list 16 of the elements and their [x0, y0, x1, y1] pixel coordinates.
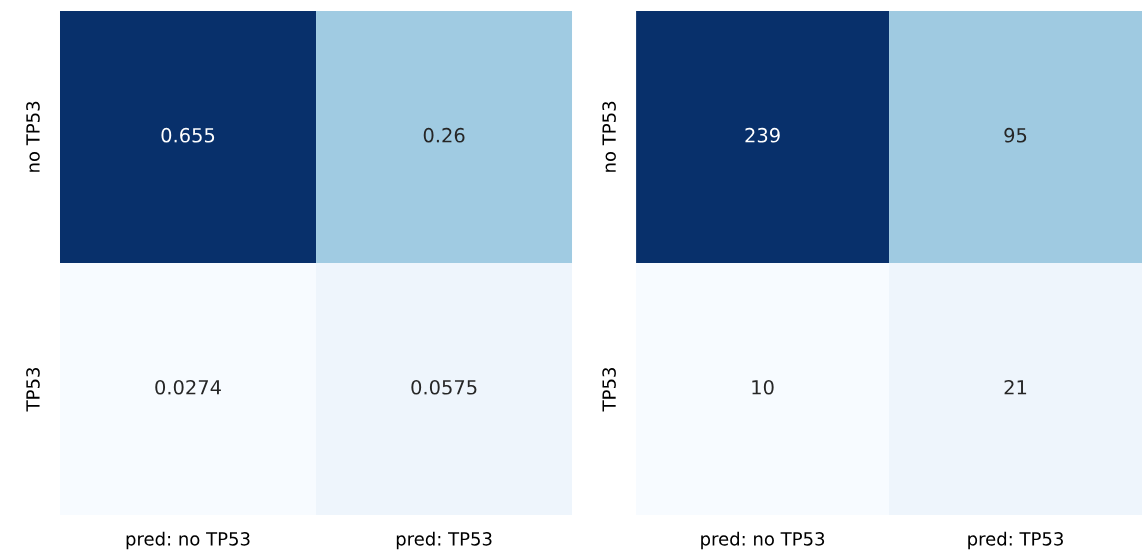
data-label: 0.655	[161, 127, 215, 143]
data-label: 10	[752, 379, 774, 395]
x-tick-label: pred: no TP53	[701, 531, 825, 550]
y-tick-label: no TP53	[602, 101, 616, 172]
data-label: 0.0575	[411, 379, 477, 395]
data-label: 21	[1004, 379, 1027, 395]
data-label: 95	[1004, 127, 1027, 143]
x-tick-label: pred: no TP53	[126, 531, 250, 550]
x-tick-label: pred: TP53	[396, 531, 492, 550]
y-tick-label: TP53	[26, 367, 40, 412]
data-label: 0.0274	[155, 379, 221, 395]
y-tick-label: no TP53	[26, 101, 40, 172]
y-tick-label: TP53	[602, 367, 616, 412]
data-label: 239	[745, 127, 780, 143]
data-label: 0.26	[423, 127, 465, 143]
x-tick-label: pred: TP53	[968, 531, 1063, 550]
